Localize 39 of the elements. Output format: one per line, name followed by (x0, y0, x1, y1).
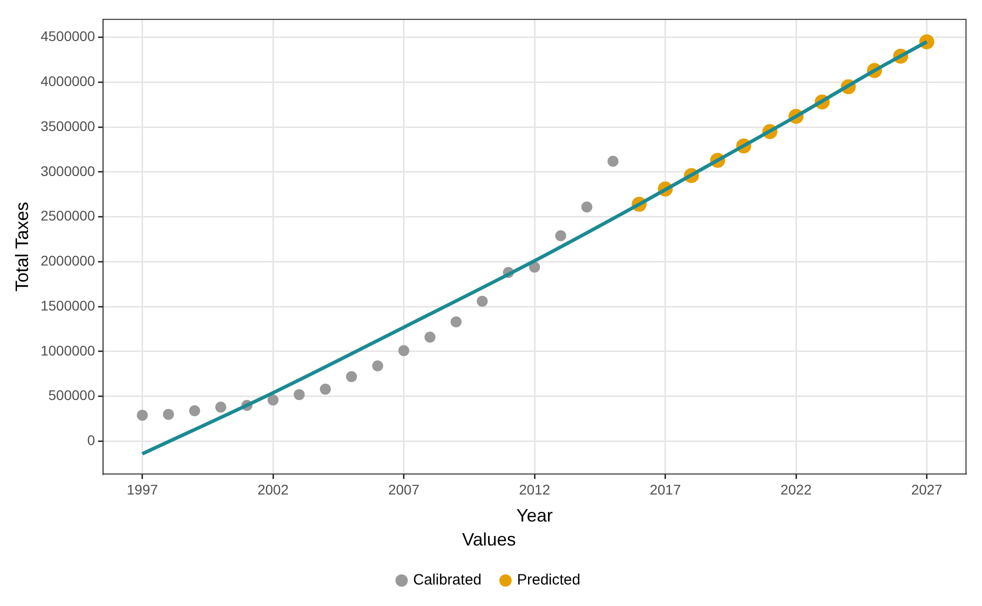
point (268, 394, 279, 406)
x-tick-label: 1997 (126, 481, 158, 498)
x-tick-label: 2012 (518, 481, 550, 498)
point (294, 389, 305, 400)
y-tick-label: 1500000 (40, 297, 96, 314)
point (607, 156, 618, 167)
point (476, 296, 488, 307)
point (555, 230, 566, 242)
y-tick-label: 3500000 (40, 118, 96, 134)
point (215, 402, 226, 413)
y-tick-label: 3000000 (40, 162, 96, 179)
point (450, 316, 462, 328)
x-tick-label: 2002 (257, 481, 289, 498)
y-tick-label: 2000000 (40, 252, 96, 269)
point (398, 345, 410, 356)
y-tick-label: 4500000 (40, 28, 96, 44)
y-tick-label: 4000000 (40, 73, 96, 90)
point (320, 384, 331, 395)
x-tick-label: 2022 (780, 481, 812, 498)
legend-label: Predicted (517, 572, 580, 589)
point (346, 371, 358, 382)
point (162, 408, 174, 420)
x-tick-label: 2017 (650, 481, 682, 498)
point (529, 262, 540, 273)
point (136, 410, 148, 421)
y-tick-label: 0 (87, 432, 96, 448)
point (424, 332, 436, 343)
point (189, 405, 200, 416)
x-tick-label: 2027 (911, 481, 943, 498)
point (372, 360, 384, 372)
x-axis-title: Year (516, 506, 553, 526)
legend-title: Values (462, 529, 516, 550)
point (581, 201, 592, 212)
legend-label: Calibrated (413, 572, 482, 589)
y-axis-title: Total Taxes (12, 202, 32, 292)
y-tick-label: 1000000 (40, 342, 96, 358)
y-tick-label: 2500000 (40, 208, 96, 224)
x-tick-label: 2007 (388, 481, 420, 498)
y-tick-label: 500000 (48, 387, 96, 404)
